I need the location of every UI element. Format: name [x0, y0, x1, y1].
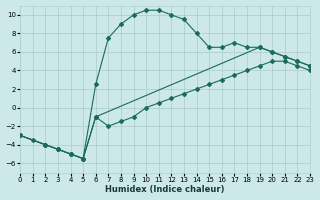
X-axis label: Humidex (Indice chaleur): Humidex (Indice chaleur)	[105, 185, 225, 194]
